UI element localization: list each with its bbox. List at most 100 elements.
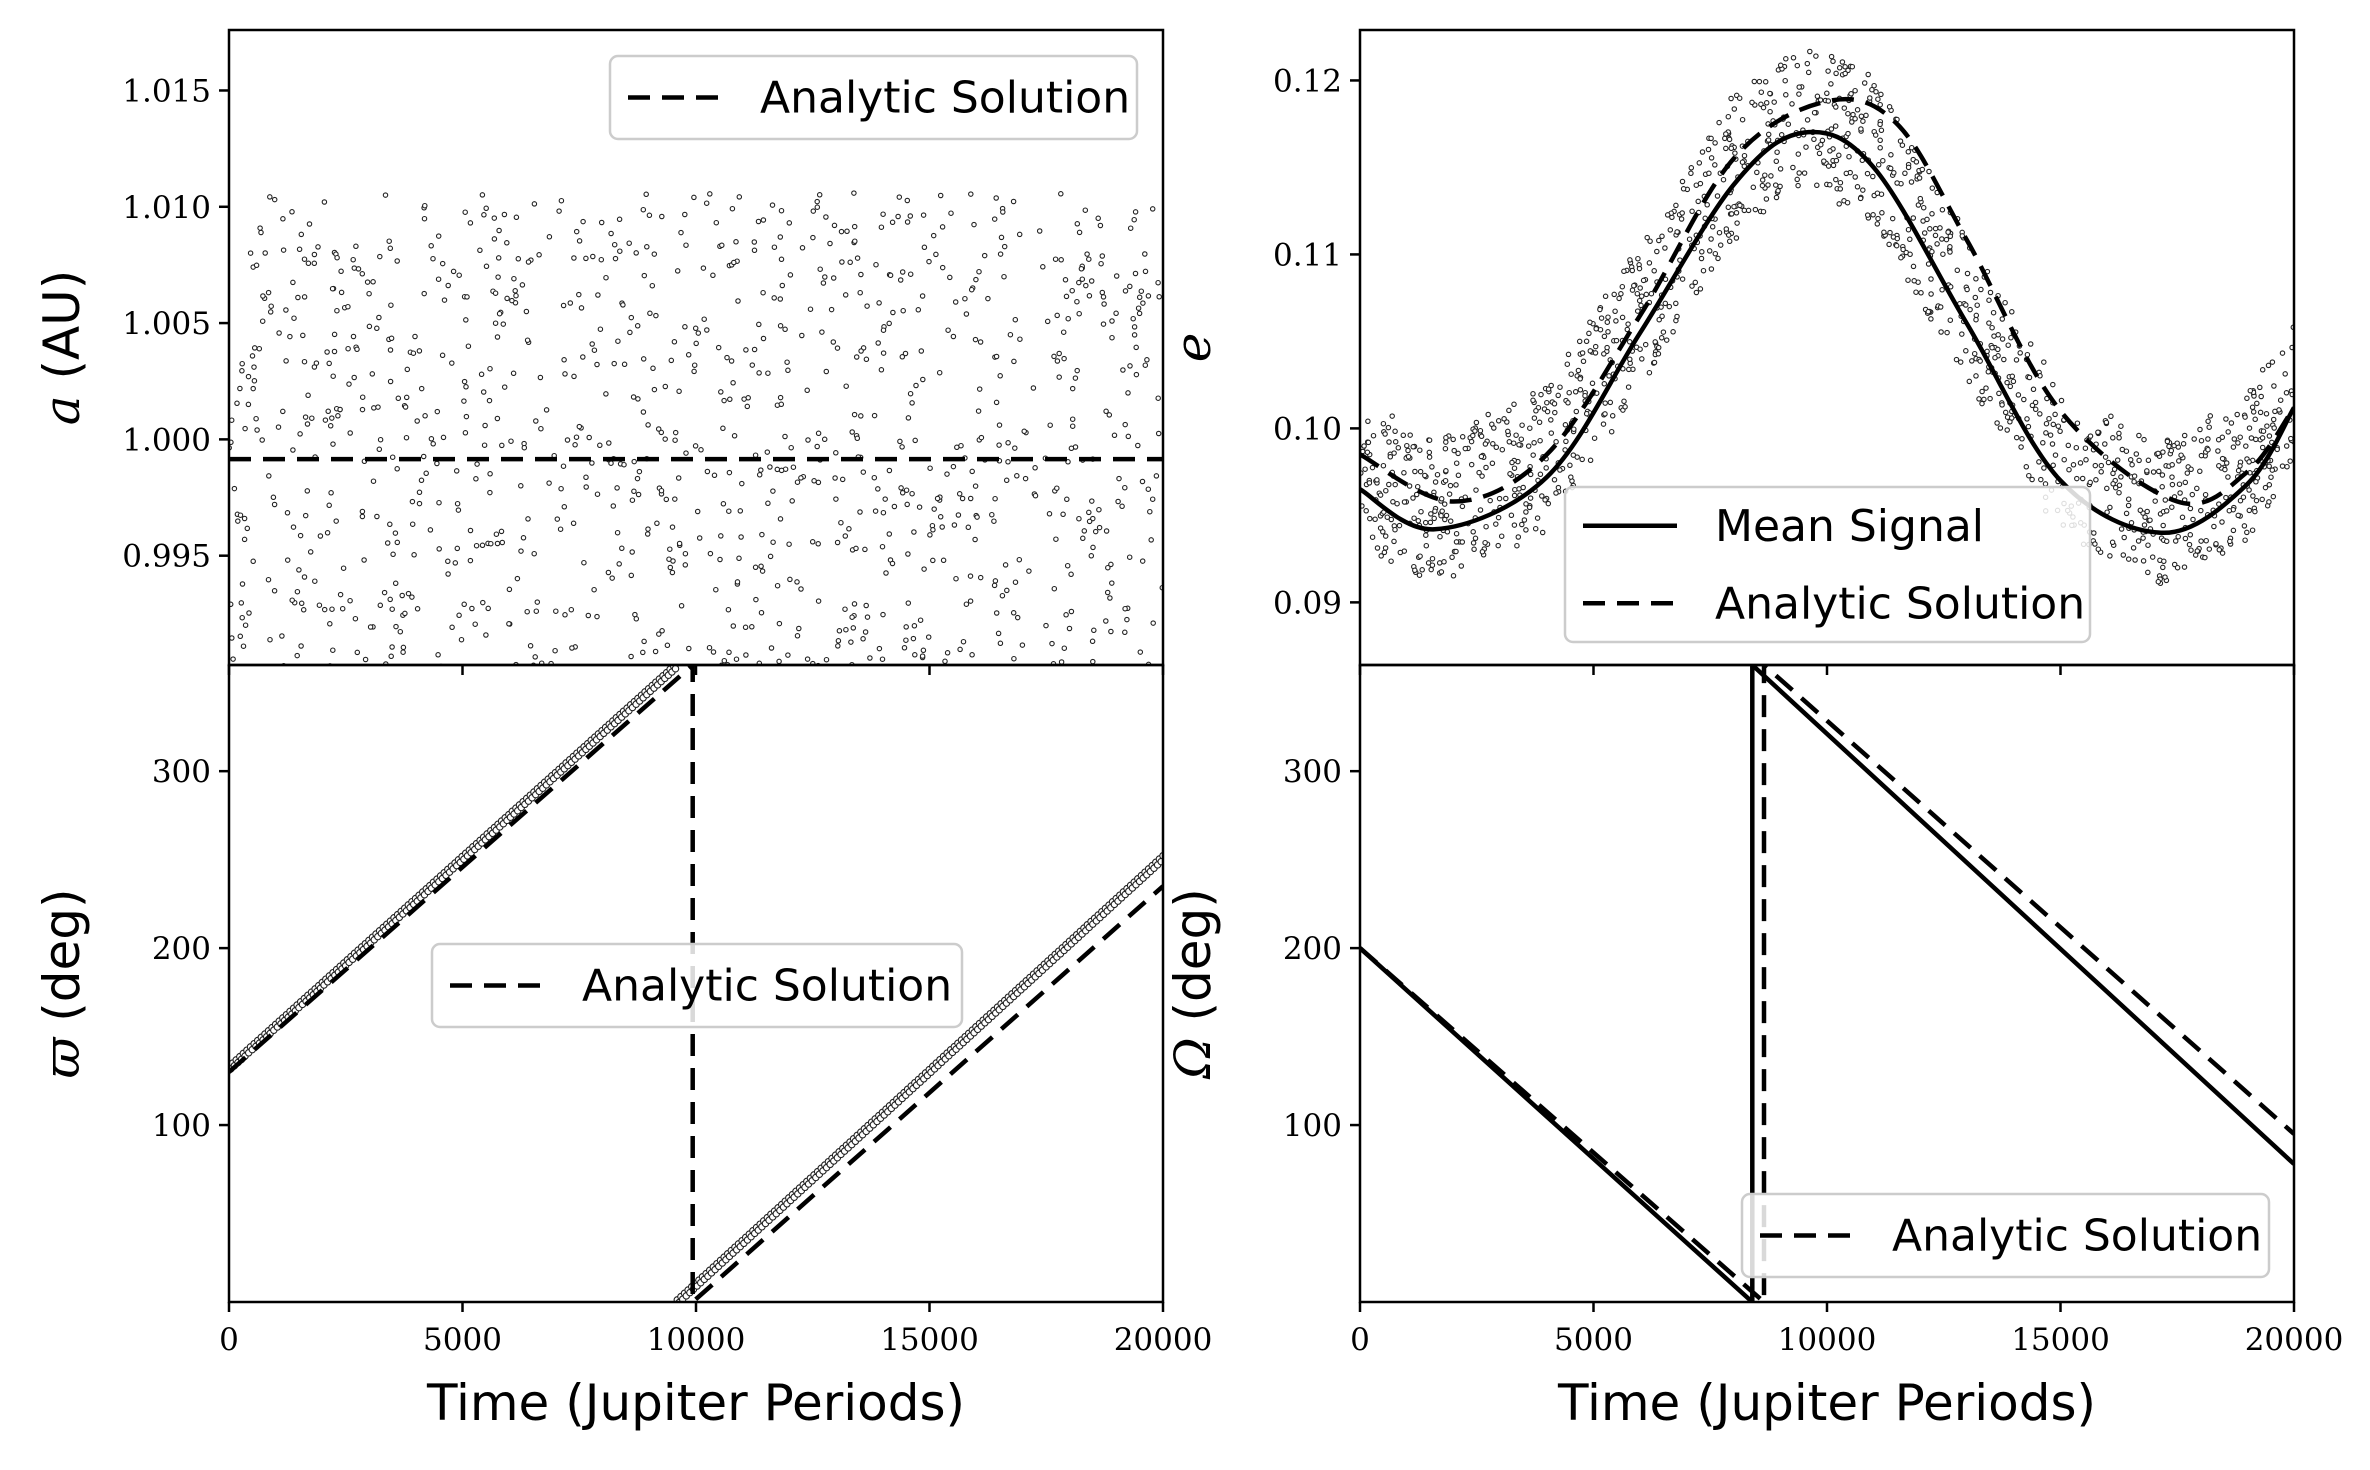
data-point — [1587, 457, 1594, 464]
data-point — [1064, 496, 1070, 503]
data-point — [1423, 532, 1429, 538]
data-point — [1796, 170, 1802, 176]
data-point — [669, 569, 676, 576]
data-point — [458, 636, 465, 643]
data-point — [450, 268, 457, 275]
data-point — [297, 532, 304, 539]
data-point — [1881, 229, 1887, 236]
data-point — [912, 652, 918, 658]
data-point — [1894, 235, 1901, 242]
data-point — [634, 323, 641, 329]
data-point — [895, 213, 901, 220]
data-point — [620, 302, 626, 308]
data-point — [242, 425, 248, 432]
data-point — [1380, 420, 1387, 427]
data-point — [1532, 525, 1539, 532]
data-point — [251, 364, 257, 370]
data-point — [614, 529, 621, 536]
data-point — [2103, 419, 2110, 426]
data-point — [695, 330, 702, 336]
data-point — [1841, 105, 1848, 111]
data-point — [435, 652, 441, 658]
data-point — [736, 555, 742, 562]
data-point — [897, 438, 903, 445]
data-point — [2004, 427, 2010, 433]
data-point — [403, 434, 410, 441]
data-point — [1910, 215, 1917, 221]
data-point — [920, 647, 927, 654]
data-point — [1785, 121, 1792, 127]
data-point — [329, 415, 335, 421]
data-point — [525, 259, 532, 265]
data-point — [796, 625, 802, 632]
data-point — [1113, 273, 1120, 279]
data-point — [1934, 241, 1940, 247]
data-point — [1498, 533, 1505, 539]
data-point — [1017, 336, 1023, 342]
data-point — [1109, 318, 1115, 324]
data-point — [2241, 523, 2248, 529]
y-tick-label: 1.015 — [122, 73, 211, 109]
data-point — [1394, 500, 1400, 507]
data-point — [853, 545, 859, 552]
data-point — [1986, 297, 1992, 303]
data-point — [2108, 413, 2114, 420]
data-point — [1688, 165, 1695, 171]
data-point — [1397, 549, 1404, 556]
data-point — [1139, 558, 1146, 564]
data-point — [347, 597, 353, 604]
data-point — [1386, 439, 1392, 445]
data-point — [1098, 260, 1104, 267]
data-point — [1804, 117, 1811, 123]
data-point — [1478, 453, 1485, 460]
data-point — [777, 394, 784, 401]
data-point — [392, 580, 399, 587]
data-point — [463, 413, 470, 420]
data-point — [1552, 409, 1558, 416]
data-point — [1016, 556, 1023, 563]
data-point — [435, 233, 442, 239]
data-point — [590, 253, 596, 260]
data-point — [354, 649, 361, 656]
data-point — [397, 628, 404, 635]
data-point — [1523, 527, 1529, 533]
data-point — [369, 371, 376, 377]
data-point — [1751, 78, 1758, 85]
data-point — [1369, 534, 1376, 540]
data-point — [634, 475, 641, 482]
data-point — [2144, 508, 2150, 515]
data-point — [650, 365, 656, 372]
data-point — [626, 240, 632, 246]
data-point — [1689, 208, 1695, 215]
data-point — [835, 643, 841, 649]
data-point — [1795, 151, 1802, 157]
data-point — [1061, 645, 1068, 651]
data-point — [1417, 447, 1423, 453]
data-point — [2131, 473, 2138, 479]
data-point — [1566, 389, 1572, 396]
data-point — [2268, 474, 2274, 480]
data-point — [718, 533, 724, 539]
data-point — [583, 484, 589, 490]
data-point — [1863, 112, 1869, 119]
data-point — [2055, 423, 2062, 429]
data-point — [1473, 487, 1479, 493]
data-point — [496, 310, 503, 317]
data-point — [2174, 440, 2180, 446]
data-point — [1520, 484, 1526, 491]
data-point — [483, 205, 489, 212]
data-point — [2026, 374, 2033, 381]
data-point — [934, 495, 941, 502]
data-point — [1459, 539, 1466, 545]
data-point — [998, 234, 1005, 241]
data-point — [1849, 63, 1856, 70]
data-point — [1122, 629, 1128, 636]
data-point — [641, 638, 647, 645]
data-point — [387, 521, 393, 528]
data-point — [1366, 480, 1373, 486]
data-point — [1422, 472, 1428, 479]
data-point — [2213, 541, 2219, 547]
data-point — [817, 266, 823, 272]
data-point — [730, 623, 737, 629]
data-point — [1601, 351, 1607, 357]
